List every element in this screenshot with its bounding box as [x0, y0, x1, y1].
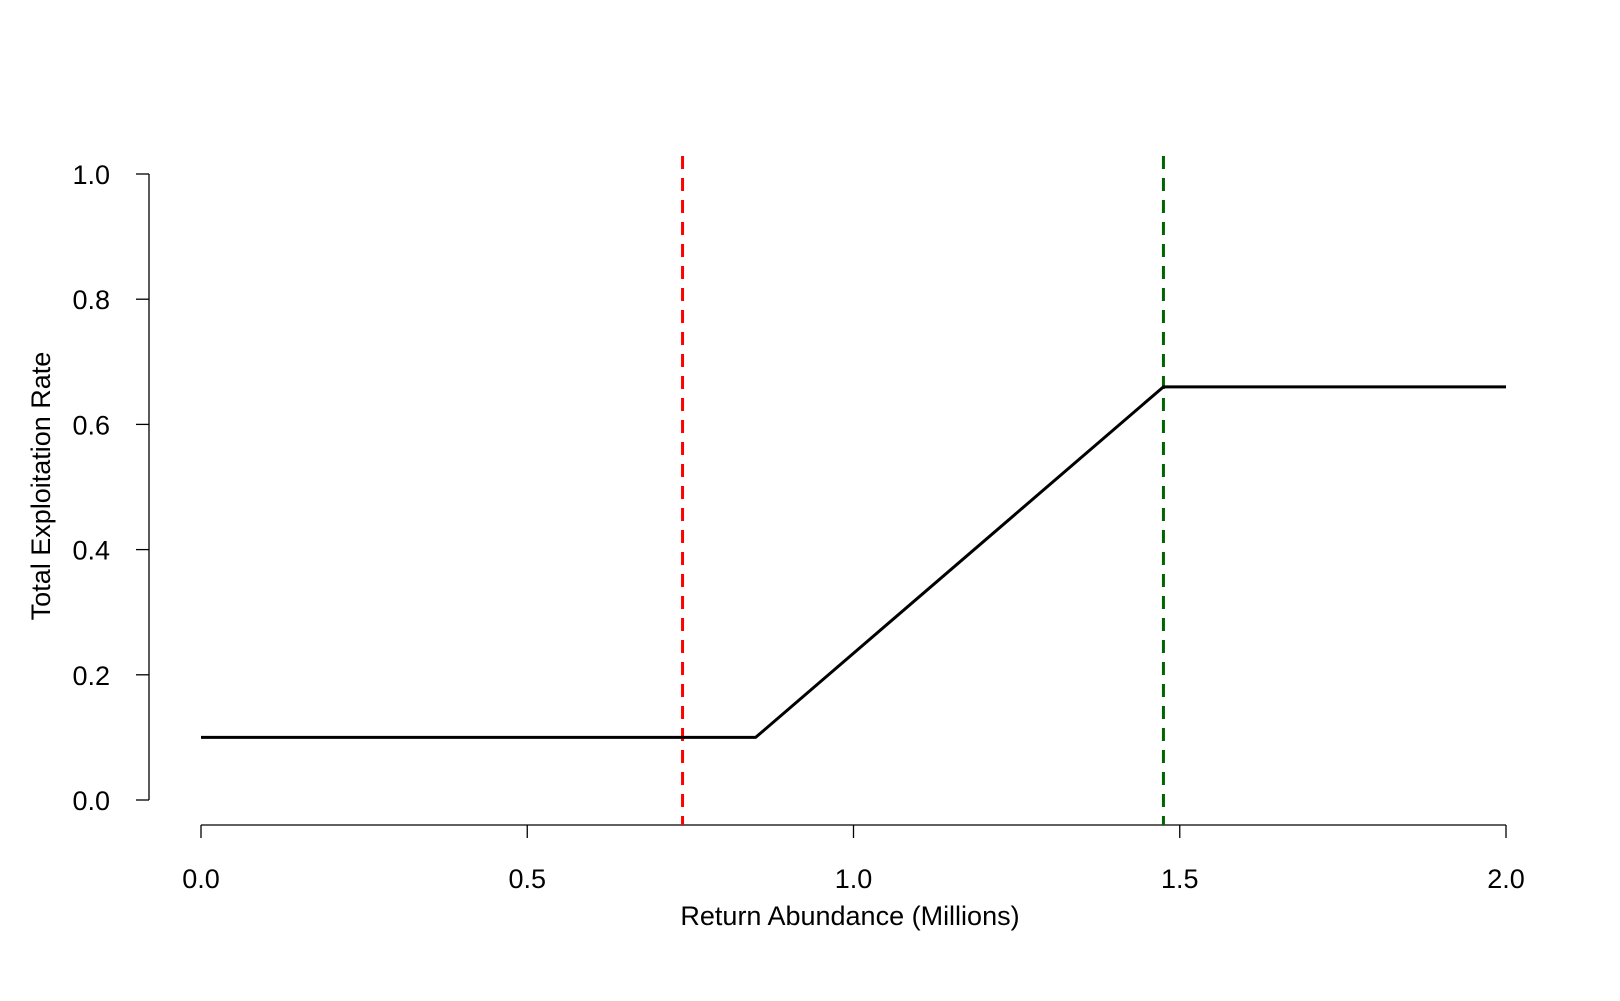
x-axis: 0.0 0.5 1.0 1.5 2.0: [182, 824, 1525, 894]
y-tick-label: 1.0: [72, 160, 110, 190]
series-group: [201, 385, 1506, 739]
y-axis: 0.0 0.2 0.4 0.6 0.8 1.0: [72, 160, 150, 816]
y-tick-label: 0.2: [72, 661, 110, 691]
x-tick-label: 1.5: [1161, 864, 1199, 894]
y-axis-title: Total Exploitation Rate: [26, 352, 56, 621]
y-tick-label: 0.8: [72, 285, 110, 315]
x-tick-label: 1.0: [835, 864, 873, 894]
y-tick-label: 0.6: [72, 410, 110, 440]
y-tick-label: 0.4: [72, 536, 110, 566]
x-tick-label: 0.0: [182, 864, 220, 894]
series-line-1: [201, 385, 1506, 739]
y-tick-label: 0.0: [72, 786, 110, 816]
x-tick-label: 0.5: [508, 864, 546, 894]
x-tick-label: 2.0: [1487, 864, 1525, 894]
x-axis-title: Return Abundance (Millions): [680, 901, 1019, 931]
reference-lines: [681, 156, 1165, 825]
